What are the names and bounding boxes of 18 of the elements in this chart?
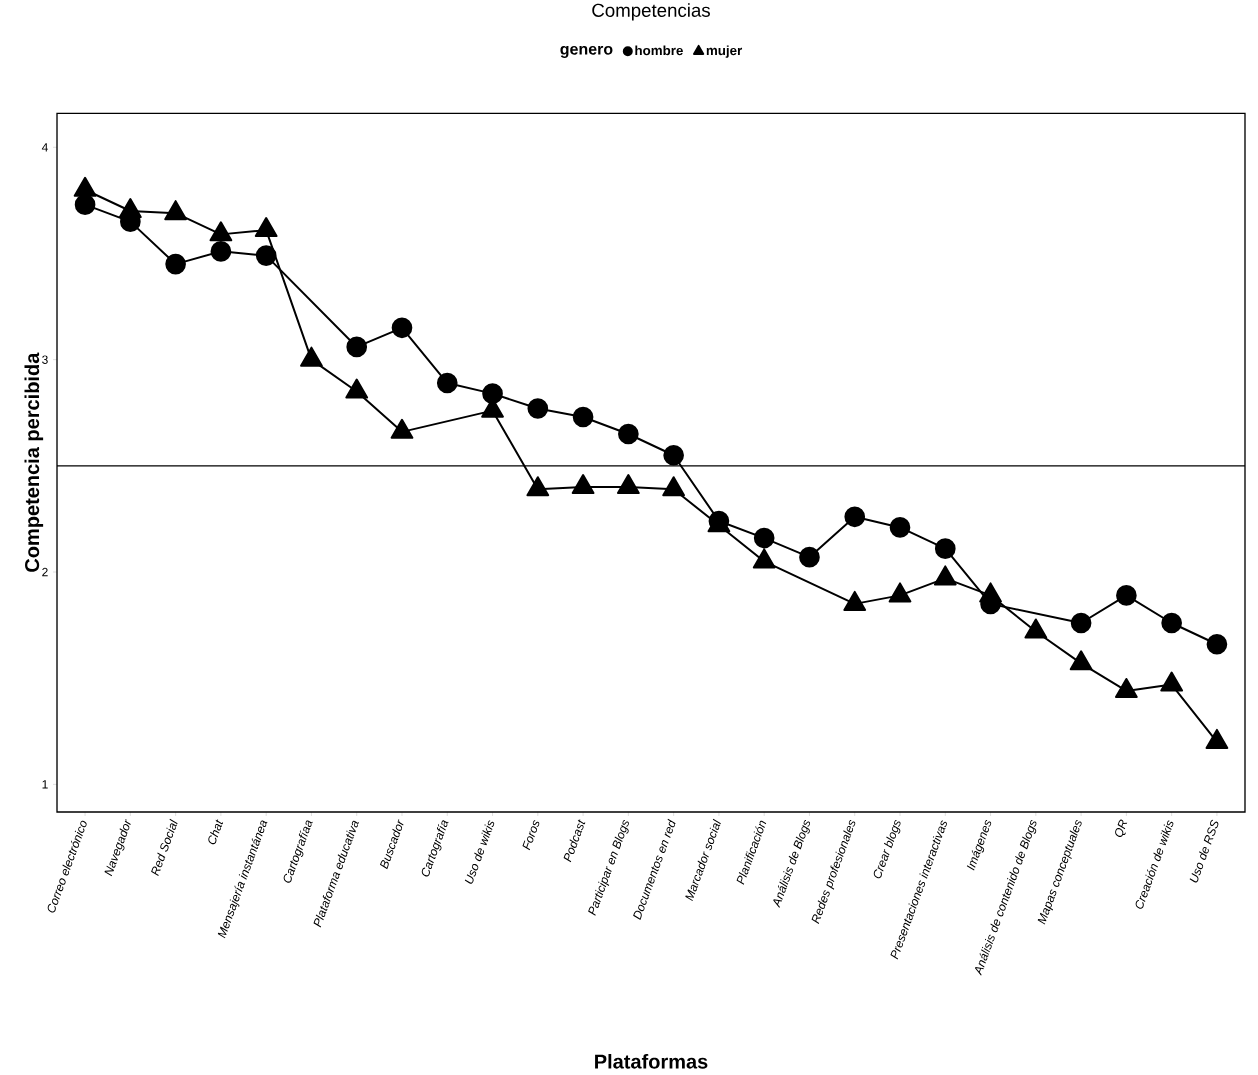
y-tick-label: 3 (42, 355, 48, 364)
x-tick-label: Crear blogs (873, 820, 901, 879)
y-axis-title: Competencia percibida (24, 352, 44, 572)
x-tick-label: Chat (208, 819, 224, 845)
chart-title: Competencias (592, 3, 710, 21)
x-tick-label: Uso de wikis (464, 820, 495, 884)
y-tick-label: 1 (42, 780, 48, 789)
y-tick-label: 4 (41, 143, 48, 152)
y-tick-label: 2 (42, 567, 48, 577)
legend-label: mujer (706, 45, 743, 58)
x-tick-label: Uso de RSS (1189, 819, 1219, 883)
x-tick-label: Red Social (151, 818, 178, 877)
x-tick-label: Foros (522, 820, 540, 851)
x-axis-title: Plataformas (595, 1053, 708, 1069)
legend-title: genero (560, 45, 613, 58)
x-tick-label: Análisis de Blogs (773, 820, 811, 908)
x-tick-label: QR (1115, 819, 1128, 837)
legend-label: hombre (635, 45, 683, 56)
